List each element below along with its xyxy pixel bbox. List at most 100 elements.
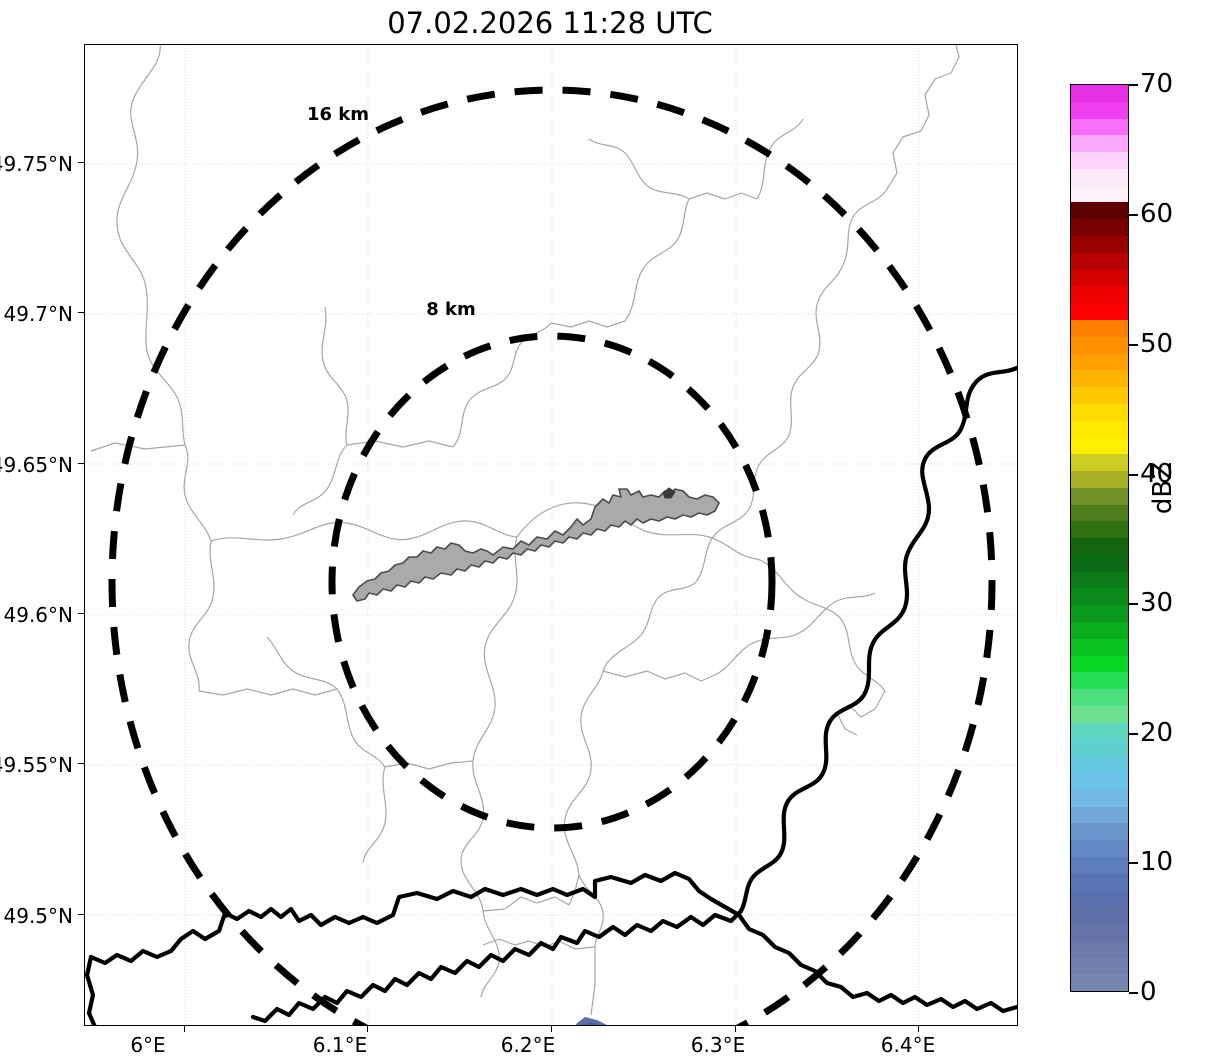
range-rings xyxy=(108,86,996,1025)
colorbar-band xyxy=(1071,403,1128,421)
colorbar-band xyxy=(1071,773,1128,790)
colorbar-band xyxy=(1071,101,1128,119)
xtick-mark xyxy=(918,1026,920,1032)
xtick-mark xyxy=(735,1026,737,1032)
colorbar-band xyxy=(1071,219,1128,237)
ytick-mark xyxy=(78,763,84,765)
colorbar-band xyxy=(1071,420,1128,438)
colorbar-tick-label-70: 70 xyxy=(1140,69,1174,99)
ytick-mark xyxy=(78,312,84,314)
colorbar-band xyxy=(1071,940,1128,958)
colorbar-band xyxy=(1071,705,1128,723)
colorbar-band xyxy=(1071,521,1128,539)
colorbar-tick-mark xyxy=(1129,474,1138,476)
colorbar-band xyxy=(1071,924,1128,941)
colorbar-band xyxy=(1071,571,1128,589)
colorbar-band xyxy=(1071,387,1128,404)
colorbar-tick-label-10: 10 xyxy=(1140,847,1174,877)
xtick-label-6-3: 6.3°E xyxy=(690,1033,746,1057)
colorbar-band xyxy=(1071,756,1128,774)
colorbar-band xyxy=(1071,487,1128,505)
xtick-mark xyxy=(184,1026,186,1032)
page-title: 07.02.2026 11:28 UTC xyxy=(387,6,713,40)
colorbar-band xyxy=(1071,85,1128,102)
ytick-label-49-7: 49.7°N xyxy=(3,302,74,326)
colorbar-band xyxy=(1071,370,1128,388)
colorbar-band xyxy=(1071,336,1128,354)
range-ring-label-8km: 8 km xyxy=(426,299,476,320)
colorbar-band xyxy=(1071,974,1128,992)
colorbar-band xyxy=(1071,722,1128,740)
colorbar-tick-mark xyxy=(1129,344,1138,346)
colorbar-band xyxy=(1071,470,1128,488)
range-ring-8km xyxy=(328,332,776,832)
ytick-label-49-6: 49.6°N xyxy=(3,603,74,627)
ytick-label-49-65: 49.65°N xyxy=(0,453,73,477)
commune-boundaries xyxy=(90,45,960,1016)
colorbar-band xyxy=(1071,152,1128,169)
colorbar-tick-label-40: 40 xyxy=(1140,459,1174,489)
colorbar-band xyxy=(1071,437,1128,455)
xtick-mark xyxy=(367,1026,369,1032)
colorbar-band xyxy=(1071,303,1128,320)
ytick-mark xyxy=(78,613,84,615)
colorbar-tick-mark xyxy=(1129,84,1138,86)
colorbar-tick-mark xyxy=(1129,603,1138,605)
colorbar-band xyxy=(1071,286,1128,304)
colorbar-band xyxy=(1071,789,1128,807)
xtick-label-6-2: 6.2°E xyxy=(500,1033,556,1057)
xtick-mark xyxy=(551,1026,553,1032)
range-ring-16km xyxy=(108,86,996,1025)
xtick-label-6: 6°E xyxy=(130,1033,166,1057)
xtick-label-6-1: 6.1°E xyxy=(312,1033,368,1057)
colorbar-band xyxy=(1071,957,1128,975)
radar-echo-cell xyxy=(576,1017,607,1025)
colorbar-band xyxy=(1071,739,1128,757)
colorbar-band xyxy=(1071,672,1128,690)
colorbar-band xyxy=(1071,823,1128,841)
colorbar-band xyxy=(1071,856,1128,874)
colorbar-band xyxy=(1071,806,1128,824)
colorbar-band xyxy=(1071,622,1128,639)
colorbar-band xyxy=(1071,588,1128,606)
radar-map-canvas xyxy=(85,45,1017,1025)
colorbar-band xyxy=(1071,269,1128,287)
colorbar-axis-label: dBZ xyxy=(1148,461,1178,515)
urban-area-polygon xyxy=(352,487,720,602)
xtick-label-6-4: 6.4°E xyxy=(880,1033,936,1057)
colorbar-band xyxy=(1071,638,1128,656)
colorbar-band xyxy=(1071,454,1128,471)
colorbar-tick-label-60: 60 xyxy=(1140,199,1174,229)
colorbar-band xyxy=(1071,873,1128,891)
ytick-mark xyxy=(78,914,84,916)
colorbar-tick-label-20: 20 xyxy=(1140,718,1174,748)
national-border xyxy=(85,365,1017,1025)
colorbar-band xyxy=(1071,605,1128,622)
colorbar[interactable] xyxy=(1070,84,1129,992)
colorbar-tick-label-50: 50 xyxy=(1140,329,1174,359)
colorbar-tick-label-0: 0 xyxy=(1140,977,1157,1007)
colorbar-band xyxy=(1071,185,1128,203)
ytick-label-49-5: 49.5°N xyxy=(3,904,74,928)
colorbar-tick-mark xyxy=(1129,733,1138,735)
colorbar-band xyxy=(1071,890,1128,908)
colorbar-band xyxy=(1071,554,1128,572)
colorbar-band xyxy=(1071,504,1128,522)
colorbar-tick-mark xyxy=(1129,992,1138,994)
colorbar-band xyxy=(1071,840,1128,857)
radar-map-axes[interactable]: 16 km 8 km xyxy=(84,44,1018,1026)
colorbar-band xyxy=(1071,118,1128,136)
colorbar-tick-mark xyxy=(1129,862,1138,864)
colorbar-band xyxy=(1071,135,1128,153)
colorbar-band xyxy=(1071,689,1128,706)
colorbar-band xyxy=(1071,252,1128,270)
ytick-label-49-75: 49.75°N xyxy=(0,152,73,176)
ytick-label-49-55: 49.55°N xyxy=(0,753,73,777)
ytick-mark xyxy=(78,162,84,164)
colorbar-tick-label-30: 30 xyxy=(1140,588,1174,618)
range-ring-label-16km: 16 km xyxy=(306,104,370,125)
colorbar-band xyxy=(1071,353,1128,371)
colorbar-band xyxy=(1071,168,1128,186)
ytick-mark xyxy=(78,463,84,465)
colorbar-band xyxy=(1071,538,1128,555)
